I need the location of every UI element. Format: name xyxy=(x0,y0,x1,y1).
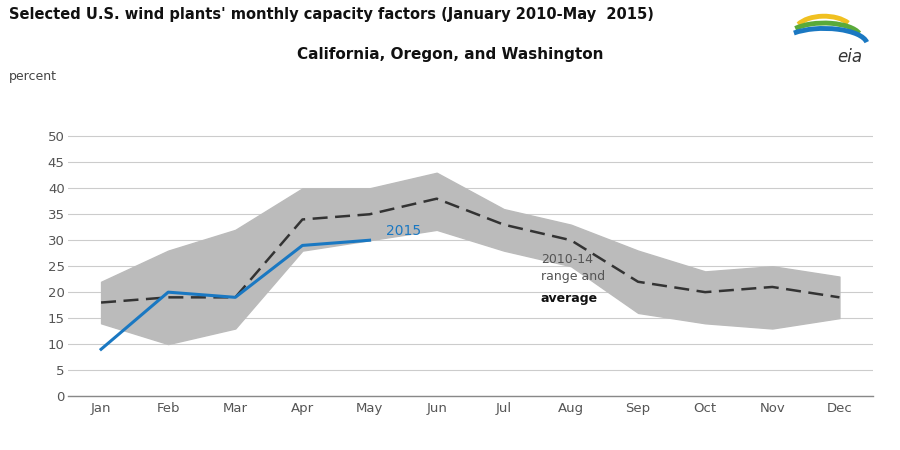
Text: 2010-14
range and: 2010-14 range and xyxy=(541,253,605,283)
Text: percent: percent xyxy=(9,70,57,83)
Text: eia: eia xyxy=(837,48,862,66)
Text: average: average xyxy=(541,292,598,305)
Text: 2015: 2015 xyxy=(386,224,421,238)
Text: California, Oregon, and Washington: California, Oregon, and Washington xyxy=(297,47,603,62)
Text: Selected U.S. wind plants' monthly capacity factors (January 2010-May  2015): Selected U.S. wind plants' monthly capac… xyxy=(9,7,654,22)
